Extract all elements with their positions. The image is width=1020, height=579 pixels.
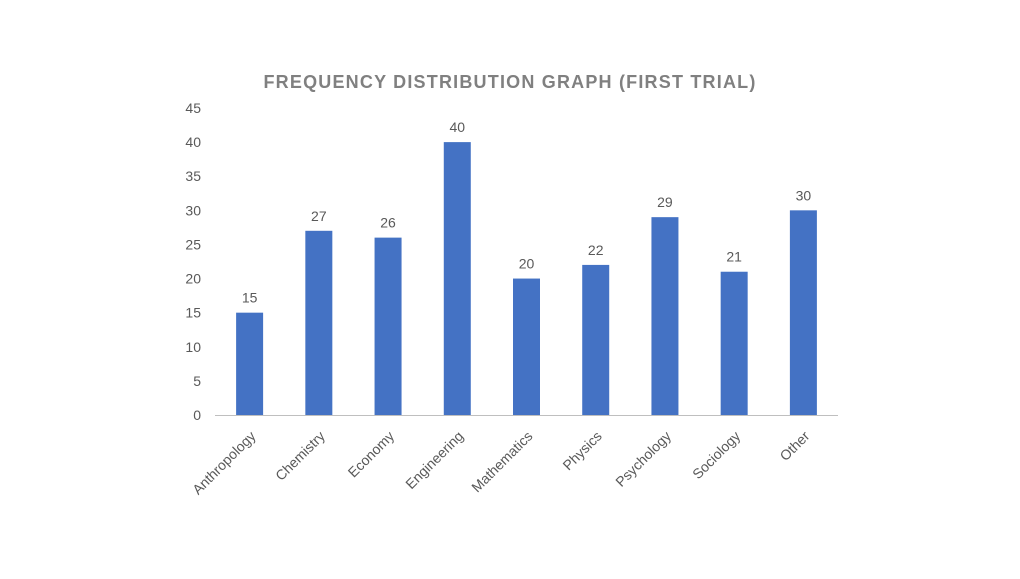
chart-title: FREQUENCY DISTRIBUTION GRAPH (FIRST TRIA…: [263, 72, 756, 92]
y-tick-label: 0: [193, 407, 201, 423]
y-tick-label: 45: [185, 100, 201, 116]
y-axis: 0 5 10 15 20 25 30 35 40 45: [185, 100, 201, 423]
x-tick-label: Chemistry: [272, 428, 328, 484]
bar-anthropology: [236, 312, 264, 415]
x-tick-label: Mathematics: [468, 428, 535, 495]
bar-sociology: [720, 271, 748, 415]
data-label: 27: [311, 208, 327, 224]
y-tick-label: 20: [185, 271, 201, 287]
bar-economy: [374, 237, 402, 415]
x-tick-label: Engineering: [402, 428, 466, 492]
y-tick-label: 40: [185, 134, 201, 150]
x-tick-label: Psychology: [612, 428, 674, 490]
data-label: 21: [726, 249, 742, 265]
bar-engineering: [443, 142, 471, 415]
bar-chemistry: [305, 230, 333, 415]
y-tick-label: 15: [185, 305, 201, 321]
bar-series: [236, 142, 817, 415]
bar-psychology: [651, 217, 679, 415]
y-tick-label: 25: [185, 236, 201, 252]
y-tick-label: 30: [185, 202, 201, 218]
data-label: 40: [449, 119, 465, 135]
x-tick-label: Other: [776, 428, 812, 464]
data-labels: 15 27 26 40 20 22 29 21 30: [242, 119, 812, 306]
data-label: 22: [588, 242, 604, 258]
bar-other: [789, 210, 817, 415]
x-tick-label: Physics: [559, 428, 604, 473]
y-tick-label: 10: [185, 339, 201, 355]
x-tick-label: Anthropology: [189, 428, 259, 498]
y-tick-label: 35: [185, 168, 201, 184]
data-label: 30: [796, 187, 812, 203]
x-tick-label: Sociology: [689, 428, 743, 482]
data-label: 20: [519, 256, 535, 272]
y-tick-label: 5: [193, 373, 201, 389]
bar-physics: [582, 264, 610, 415]
data-label: 29: [657, 194, 673, 210]
x-tick-label: Economy: [345, 428, 398, 481]
bar-mathematics: [513, 278, 540, 415]
x-axis: Anthropology Chemistry Economy Engineering M…: [189, 428, 813, 498]
data-label: 15: [242, 290, 258, 306]
data-label: 26: [380, 215, 396, 231]
